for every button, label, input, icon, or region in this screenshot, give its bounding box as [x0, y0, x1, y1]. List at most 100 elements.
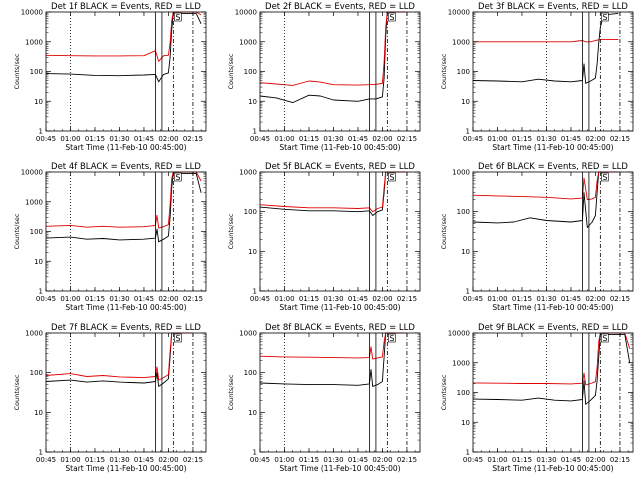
marker-flag-label: S: [175, 334, 180, 343]
y-tick-label: 1000: [452, 38, 470, 46]
series-line-lld: [472, 171, 619, 201]
x-tick-label: 02:15: [610, 135, 630, 143]
x-tick-label: 01:00: [274, 295, 294, 303]
x-tick-label: 01:45: [561, 456, 581, 464]
x-tick-label: 02:15: [397, 456, 417, 464]
y-tick-label: 10: [461, 248, 470, 256]
series-line-events: [472, 333, 631, 405]
x-tick-label: 02:00: [158, 135, 178, 143]
y-tick-label: 10: [461, 98, 470, 106]
marker-flag-box: [388, 172, 396, 182]
series-line-events: [472, 171, 619, 228]
x-tick-label: 00:45: [250, 135, 270, 143]
x-tick-label: 00:45: [36, 135, 56, 143]
marker-flag-box: [174, 333, 182, 343]
marker-flag-box: [601, 172, 609, 182]
x-tick-label: 01:15: [299, 456, 319, 464]
x-tick-label: 02:00: [158, 456, 178, 464]
series-line-events: [472, 12, 619, 84]
y-tick-label: 1000: [25, 330, 43, 338]
series-line-events: [45, 12, 202, 83]
x-tick-label: 02:15: [610, 456, 630, 464]
series-line-lld: [259, 11, 406, 86]
chart-panel-7: S 00:45 01:00 01:15 01:30 01:45 02:00 02:15 1 10 1…: [13, 323, 207, 473]
x-tick-label: 01:45: [561, 135, 581, 143]
y-axis-label: Counts/sec: [440, 53, 448, 89]
x-tick-label: 01:15: [512, 295, 532, 303]
series-line-events: [259, 332, 406, 387]
marker-flag-label: S: [602, 334, 607, 343]
x-tick-label: 01:15: [85, 456, 105, 464]
marker-flag-label: S: [175, 173, 180, 182]
y-axis-label: Counts/sec: [13, 374, 21, 410]
y-tick-label: 100: [457, 389, 470, 397]
y-tick-label: 10000: [235, 9, 257, 17]
marker-flag-box: [388, 333, 396, 343]
chart-panel-1: S 00:45 01:00 01:15 01:30 01:45 02:00 02:15 1 10 1…: [13, 2, 207, 152]
x-tick-label: 01:15: [512, 135, 532, 143]
y-tick-label: 10: [34, 258, 43, 266]
x-tick-label: 01:15: [299, 135, 319, 143]
x-tick-label: 01:00: [60, 135, 80, 143]
x-tick-label: 01:30: [323, 456, 343, 464]
y-tick-label: 100: [244, 68, 257, 76]
x-axis-label: Start Time (11-Feb-10 00:45:00): [65, 303, 186, 312]
x-tick-label: 02:00: [372, 295, 392, 303]
series-line-lld: [472, 332, 631, 386]
y-tick-label: 10000: [21, 9, 43, 17]
y-tick-label: 1: [39, 288, 43, 296]
x-tick-label: 02:15: [183, 135, 203, 143]
y-tick-label: 1: [253, 449, 257, 457]
x-tick-label: 01:00: [60, 456, 80, 464]
y-axis-label: Counts/sec: [440, 213, 448, 249]
y-tick-label: 1: [466, 128, 470, 136]
x-tick-label: 01:30: [109, 295, 129, 303]
x-axis-label: Start Time (11-Feb-10 00:45:00): [492, 143, 613, 152]
x-tick-label: 00:45: [250, 295, 270, 303]
x-axis-label: Start Time (11-Feb-10 00:45:00): [65, 143, 186, 152]
chart-title: Det 7f BLACK = Events, RED = LLD: [51, 323, 201, 333]
x-tick-label: 01:45: [348, 135, 368, 143]
x-tick-label: 00:45: [250, 456, 270, 464]
x-tick-label: 01:45: [348, 295, 368, 303]
y-axis-label: Counts/sec: [227, 53, 235, 89]
marker-flag-box: [174, 172, 182, 182]
y-tick-label: 10: [248, 409, 257, 417]
x-axis-label: Start Time (11-Feb-10 00:45:00): [492, 303, 613, 312]
series-line-lld: [259, 332, 406, 360]
marker-flag-label: S: [602, 13, 607, 22]
marker-flag-label: S: [389, 334, 394, 343]
plot-frame: [259, 332, 421, 453]
x-tick-label: 01:30: [323, 135, 343, 143]
x-tick-label: 02:00: [372, 456, 392, 464]
x-tick-label: 01:15: [85, 295, 105, 303]
x-tick-label: 01:45: [348, 456, 368, 464]
x-tick-label: 02:00: [585, 295, 605, 303]
marker-flag-box: [601, 12, 609, 22]
y-tick-label: 1000: [239, 169, 257, 177]
x-tick-label: 01:45: [134, 295, 154, 303]
series-line-lld: [259, 171, 406, 213]
chart-title: Det 2f BLACK = Events, RED = LLD: [265, 2, 415, 12]
marker-flag-box: [174, 12, 182, 22]
y-tick-label: 10: [248, 98, 257, 106]
x-tick-label: 00:45: [463, 135, 483, 143]
series-line-events: [45, 172, 202, 243]
x-tick-label: 01:30: [109, 456, 129, 464]
x-tick-label: 01:45: [134, 135, 154, 143]
series-line-events: [259, 11, 406, 104]
y-tick-label: 1: [39, 449, 43, 457]
x-tick-label: 01:00: [487, 295, 507, 303]
y-tick-label: 10: [461, 419, 470, 427]
chart-title: Det 9f BLACK = Events, RED = LLD: [478, 323, 628, 333]
x-tick-label: 02:15: [183, 295, 203, 303]
series-line-lld: [45, 171, 202, 229]
x-axis-label: Start Time (11-Feb-10 00:45:00): [279, 464, 400, 473]
y-tick-label: 10: [248, 248, 257, 256]
x-tick-label: 02:15: [183, 456, 203, 464]
marker-flag-label: S: [175, 13, 180, 22]
y-tick-label: 1000: [452, 359, 470, 367]
series-line-lld: [45, 332, 192, 381]
chart-panel-4: S 00:45 01:00 01:15 01:30 01:45 02:00 02:15 1 10 1…: [13, 162, 207, 312]
y-tick-label: 100: [244, 369, 257, 377]
